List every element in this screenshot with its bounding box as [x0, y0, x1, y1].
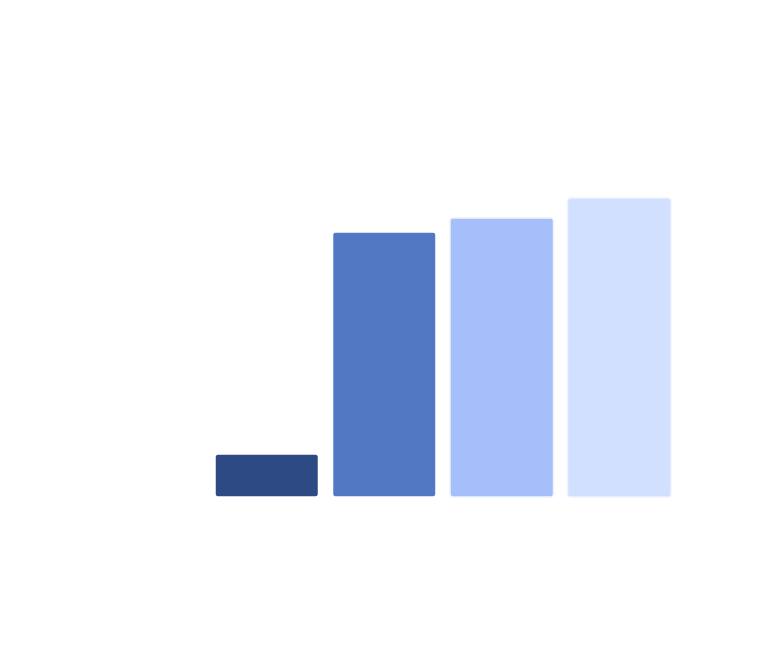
bar-4	[566, 197, 672, 498]
bars-group	[214, 197, 672, 498]
bar-2	[331, 231, 437, 498]
bar-3	[449, 217, 555, 498]
bar-1	[214, 453, 320, 498]
